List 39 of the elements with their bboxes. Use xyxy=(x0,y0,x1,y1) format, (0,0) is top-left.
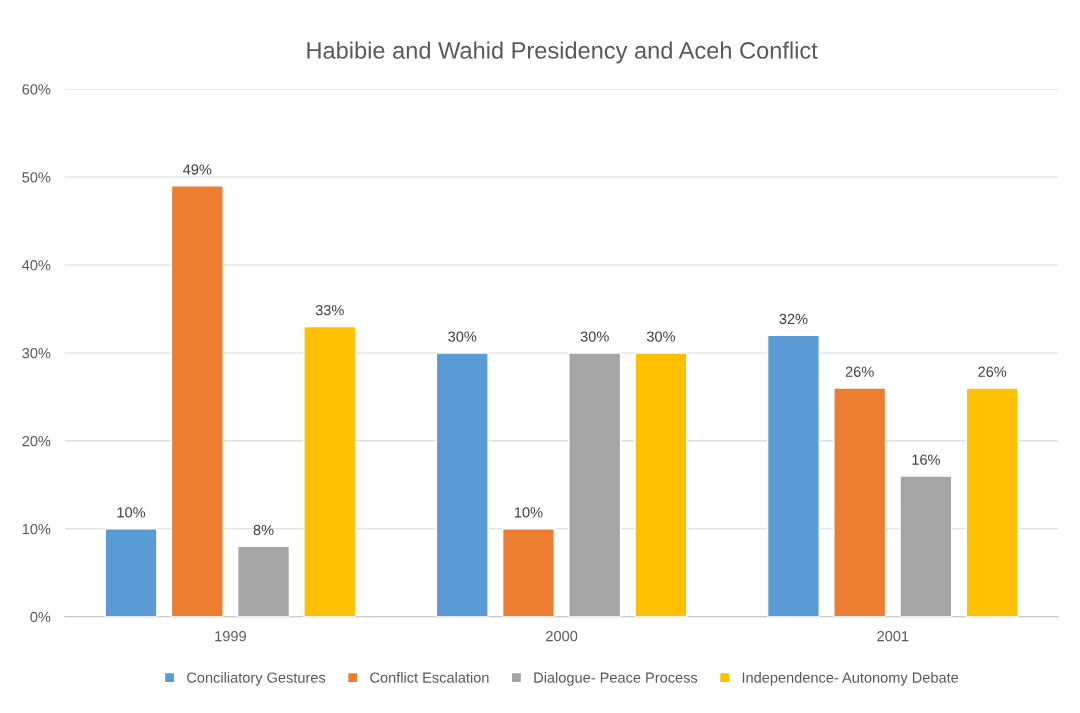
y-tick-label: 60% xyxy=(22,84,51,95)
data-label: 10% xyxy=(515,507,543,518)
y-tick-label: 10% xyxy=(22,523,51,535)
legend-label: Conflict Escalation xyxy=(370,672,489,683)
x-tick-label: 1999 xyxy=(215,631,246,642)
bar xyxy=(634,352,688,617)
bar xyxy=(435,352,489,617)
data-label: 30% xyxy=(448,331,477,342)
bar xyxy=(766,334,820,617)
x-tick-label: 2000 xyxy=(546,631,578,642)
data-label: 26% xyxy=(845,366,874,377)
bar xyxy=(303,325,357,617)
data-label: 49% xyxy=(183,164,212,175)
x-tick-label: 2001 xyxy=(877,631,909,642)
bar xyxy=(170,185,224,617)
bar xyxy=(965,387,1019,617)
data-label: 30% xyxy=(646,331,676,342)
chart-title: Habibie and Wahid Presidency and Aceh Conflict xyxy=(307,41,818,64)
legend-label: Conciliatory Gestures xyxy=(187,672,326,686)
y-tick-label: 20% xyxy=(22,435,51,447)
bar xyxy=(899,475,953,617)
legend-label: Dialogue- Peace Process xyxy=(534,672,698,686)
bar xyxy=(501,528,556,617)
y-tick-label: 40% xyxy=(22,260,51,271)
data-label: 16% xyxy=(912,454,940,465)
bar xyxy=(236,545,291,617)
data-label: 33% xyxy=(315,305,344,316)
data-label: 32% xyxy=(779,313,808,325)
bar xyxy=(568,352,622,617)
y-tick-label: 50% xyxy=(22,172,51,183)
y-tick-label: 30% xyxy=(22,348,51,359)
bar xyxy=(104,528,158,617)
data-label: 10% xyxy=(117,507,146,518)
bar xyxy=(833,387,887,617)
legend-label: Independence- Autonomy Debate xyxy=(742,672,959,686)
data-label: 8% xyxy=(253,524,274,536)
data-label: 26% xyxy=(978,366,1007,377)
y-tick-label: 0% xyxy=(30,611,51,623)
data-label: 30% xyxy=(580,331,609,342)
